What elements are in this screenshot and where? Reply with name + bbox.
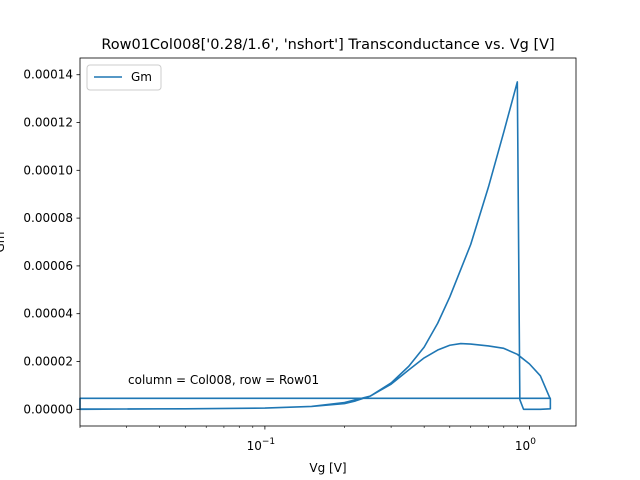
annotation-text: column = Col008, row = Row01 bbox=[128, 373, 319, 387]
legend-label-gm: Gm bbox=[131, 70, 152, 84]
series-line-gm bbox=[79, 81, 552, 411]
y-tick-label: 0.00006 bbox=[23, 259, 73, 273]
series-layer bbox=[79, 81, 552, 411]
legend: Gm bbox=[86, 64, 162, 91]
x-axis-label: Vg [V] bbox=[309, 461, 346, 475]
y-tick-label: 0.00012 bbox=[23, 116, 73, 130]
y-tick-label: 0.00014 bbox=[23, 68, 73, 82]
plot-area bbox=[80, 58, 576, 426]
y-tick-label: 0.00002 bbox=[23, 354, 73, 368]
y-tick-label: 0.00000 bbox=[23, 402, 73, 416]
y-tick-label: 0.00004 bbox=[23, 307, 73, 321]
y-axis-ticks: 0.00000 0.00002 0.00004 0.00006 0.00008 0.000… bbox=[23, 68, 80, 416]
legend-box bbox=[86, 64, 162, 91]
x-tick-label: 100 bbox=[515, 437, 536, 453]
y-tick-label: 0.00008 bbox=[23, 211, 73, 225]
chart-title: Row01Col008['0.28/1.6', 'nshort'] Transc… bbox=[101, 37, 554, 53]
x-axis-ticks: 10−1 100 bbox=[79, 426, 536, 453]
y-axis-label: Gm bbox=[0, 232, 7, 253]
plot-frame bbox=[79, 57, 577, 427]
y-tick-label: 0.00010 bbox=[23, 163, 73, 177]
x-tick-label: 10−1 bbox=[247, 437, 276, 453]
